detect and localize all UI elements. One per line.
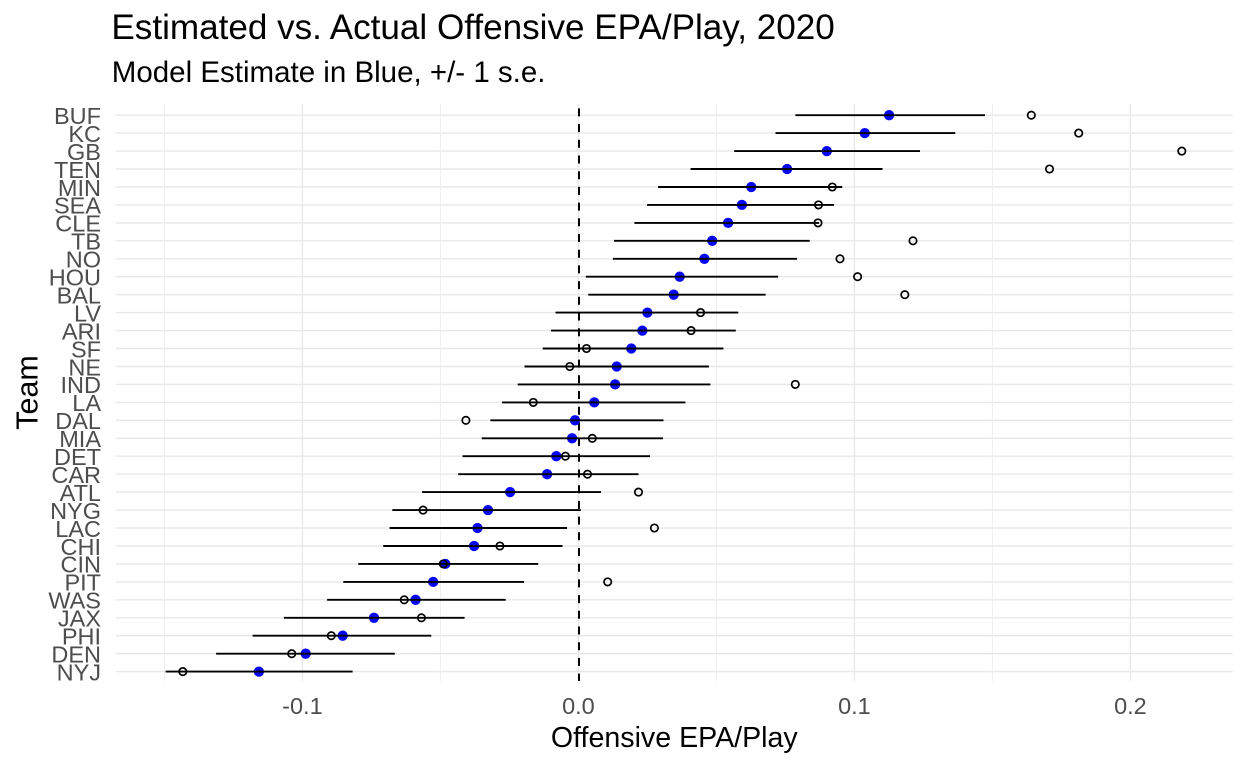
svg-text:LA: LA (72, 390, 101, 416)
svg-text:CHI: CHI (61, 534, 101, 560)
svg-text:TB: TB (71, 229, 101, 255)
svg-text:BAL: BAL (57, 283, 101, 309)
svg-text:KC: KC (68, 121, 101, 147)
svg-text:Model Estimate in Blue, +/- 1: Model Estimate in Blue, +/- 1 s.e. (112, 56, 546, 89)
svg-text:NO: NO (66, 247, 101, 273)
svg-text:0.0: 0.0 (562, 693, 595, 719)
svg-text:WAS: WAS (48, 588, 101, 614)
svg-text:SEA: SEA (54, 193, 101, 219)
svg-text:IND: IND (61, 372, 101, 398)
svg-text:DAL: DAL (55, 408, 101, 434)
svg-text:ARI: ARI (62, 318, 101, 344)
svg-text:NE: NE (68, 354, 101, 380)
svg-text:Offensive EPA/Play: Offensive EPA/Play (551, 722, 799, 754)
svg-text:CAR: CAR (51, 462, 101, 488)
svg-text:HOU: HOU (49, 265, 101, 291)
svg-text:NYG: NYG (50, 498, 101, 524)
svg-text:CIN: CIN (61, 552, 101, 578)
svg-text:LV: LV (74, 300, 101, 326)
svg-text:Team: Team (10, 355, 44, 430)
svg-text:TEN: TEN (54, 157, 101, 183)
svg-text:BUF: BUF (54, 103, 101, 129)
svg-text:DET: DET (54, 444, 101, 470)
svg-text:CLE: CLE (55, 211, 101, 237)
svg-text:DEN: DEN (51, 642, 101, 668)
svg-text:MIA: MIA (59, 426, 101, 452)
svg-text:PIT: PIT (64, 570, 101, 596)
svg-text:PHI: PHI (62, 624, 101, 650)
svg-text:MIN: MIN (58, 175, 101, 201)
svg-text:JAX: JAX (58, 606, 101, 632)
svg-text:Estimated vs. Actual Offensive: Estimated vs. Actual Offensive EPA/Play,… (111, 8, 834, 47)
svg-text:-0.1: -0.1 (282, 693, 323, 719)
svg-text:0.1: 0.1 (838, 693, 871, 719)
svg-text:ATL: ATL (60, 480, 101, 506)
svg-text:GB: GB (67, 139, 101, 165)
svg-text:LAC: LAC (55, 516, 101, 542)
svg-text:NYJ: NYJ (57, 659, 101, 685)
svg-text:0.2: 0.2 (1114, 693, 1147, 719)
svg-text:SF: SF (71, 336, 101, 362)
